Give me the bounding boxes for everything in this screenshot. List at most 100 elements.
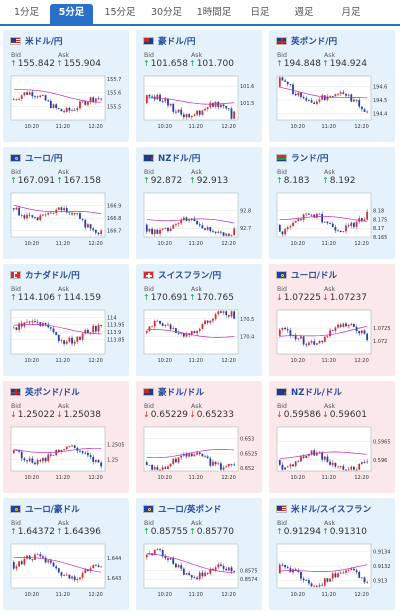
x-tick-label: 11:20	[321, 124, 335, 130]
ask-label: Ask	[324, 169, 336, 176]
currency-card[interactable]: スイスフラン/円 Bid Ask ↑170.691 ↑170.765 170.5 170.4…	[136, 264, 262, 376]
candle-body	[201, 454, 204, 457]
ask-value: 1.64396	[63, 527, 101, 537]
candlestick-chart[interactable]: 1.0725 1.072 10:20 11:20 12:20	[275, 308, 390, 366]
candle-body	[100, 98, 103, 100]
ask-quote: ↑167.158	[56, 176, 101, 186]
currency-card[interactable]: ユーロ/豪ドル Bid Ask ↑1.64372 ↑1.64396 1.644 1.643 1…	[3, 498, 129, 610]
pair-name[interactable]: ランド/円	[291, 154, 329, 164]
tab-7[interactable]: 週足	[294, 7, 314, 18]
candlestick-chart[interactable]: 92.8 92.7 10:20 11:20 12:20	[142, 191, 257, 249]
candlestick-chart[interactable]: 0.8575 0.8574 10:20 11:20 12:20	[142, 542, 257, 600]
candle-body	[63, 575, 65, 576]
pair-name[interactable]: カナダドル/円	[25, 271, 80, 281]
tab-2[interactable]: 5分足	[50, 4, 93, 26]
candle-body	[198, 224, 201, 226]
candlestick-chart[interactable]: 194.6 194.5 194.4 10:20 11:20 12:20	[275, 74, 390, 132]
tab-6[interactable]: 日足	[250, 7, 270, 18]
candle-body	[201, 225, 204, 229]
candlestick-chart[interactable]: 114 113.95 113.9 113.85 10:20 11:20 12:20	[9, 308, 124, 366]
candlestick-chart[interactable]: 0.653 0.6525 0.652 10:20 11:20 12:20	[142, 425, 257, 483]
pair-name[interactable]: 豪ドル/円	[158, 37, 196, 47]
candle-body	[185, 114, 188, 118]
tab-4[interactable]: 30分足	[150, 7, 183, 18]
candle-body	[28, 92, 31, 95]
tab-8[interactable]: 月足	[341, 7, 361, 18]
candlestick-chart[interactable]: 0.9134 0.9132 0.913 10:20 11:20 12:20	[275, 542, 390, 600]
candle-body	[286, 466, 289, 468]
currency-card[interactable]: ユーロ/ドル Bid Ask ↓1.07225 ↓1.07237 1.0725 1.072 1…	[269, 264, 395, 376]
currency-card[interactable]: ランド/円 Bid Ask ↑8.183 ↑8.192 8.18 8.175 8.17 8.16…	[269, 147, 395, 259]
currency-card[interactable]: カナダドル/円 Bid Ask ↑114.106 ↑114.159 114 113.95 11…	[3, 264, 129, 376]
candle-body	[87, 102, 89, 105]
candle-body	[145, 462, 148, 465]
candle-body	[358, 463, 361, 470]
pair-name[interactable]: NZドル/ドル	[291, 388, 342, 398]
candle-body	[331, 462, 334, 465]
candle-body	[185, 573, 188, 575]
candle-body	[148, 326, 151, 331]
candle-body	[363, 577, 366, 583]
candle-body	[358, 331, 361, 334]
x-tick-label: 12:20	[354, 241, 368, 247]
x-tick-label: 11:20	[321, 475, 335, 481]
candle-body	[331, 330, 334, 332]
currency-card[interactable]: 豪ドル/円 Bid Ask ↑101.658 ↑101.700 101.6 101.5 10:…	[136, 30, 262, 142]
pair-name[interactable]: 豪ドル/ドル	[158, 388, 205, 398]
candle-body	[225, 466, 228, 468]
candlestick-chart[interactable]: 166.9 166.8 166.7 10:20 11:20 12:20	[9, 191, 124, 249]
candlestick-chart[interactable]: 1.644 1.643 10:20 11:20 12:20	[9, 542, 124, 600]
x-tick-label: 11:20	[55, 475, 69, 481]
candle-body	[281, 564, 284, 566]
candle-body	[297, 570, 300, 572]
candle-body	[31, 559, 34, 561]
candlestick-chart[interactable]: 8.18 8.175 8.17 8.165 10:20 11:20 12:20	[275, 191, 390, 249]
plot-area	[276, 192, 372, 238]
pair-name[interactable]: ユーロ/豪ドル	[25, 505, 80, 515]
currency-card[interactable]: NZドル/ドル Bid Ask ↓0.59586 ↓0.59601 0.5965 0.596…	[269, 381, 395, 493]
candle-body	[284, 564, 286, 568]
pair-name[interactable]: 米ドル/スイスフラン	[291, 505, 372, 515]
currency-card[interactable]: 英ポンド/円 Bid Ask ↑194.848 ↑194.924 194.6 194.5 19…	[269, 30, 395, 142]
candle-body	[209, 320, 212, 323]
plot-area	[10, 192, 106, 238]
candle-body	[87, 569, 89, 572]
candle-body	[23, 458, 26, 461]
down-arrow-icon: ↓	[322, 410, 329, 419]
currency-card[interactable]: ユーロ/英ポンド Bid Ask ↑0.85755 ↑0.85770 0.8575 0.85…	[136, 498, 262, 610]
candle-body	[145, 554, 148, 558]
tab-5[interactable]: 1時間足	[196, 7, 232, 18]
candle-body	[342, 231, 345, 233]
bid-quote: ↑1.64372	[10, 527, 55, 537]
candlestick-chart[interactable]: 101.6 101.5 10:20 11:20 12:20	[142, 74, 257, 132]
pair-name[interactable]: ユーロ/ドル	[291, 271, 338, 281]
pair-name[interactable]: NZドル/円	[158, 154, 201, 164]
currency-card[interactable]: 米ドル/スイスフラン Bid Ask ↑0.91294 ↑0.91310 0.9134 0.…	[269, 498, 395, 610]
currency-card[interactable]: 豪ドル/ドル Bid Ask ↓0.65229 ↓0.65233 0.653 0.6525 0…	[136, 381, 262, 493]
candle-body	[167, 227, 169, 232]
candlestick-chart[interactable]: 170.5 170.4 10:20 11:20 12:20	[142, 308, 257, 366]
pair-name[interactable]: 英ポンド/円	[291, 37, 338, 47]
candlestick-chart[interactable]: 1.2505 1.25 10:20 11:20 12:20	[9, 425, 124, 483]
pair-name[interactable]: ユーロ/英ポンド	[158, 505, 222, 515]
candle-body	[89, 97, 92, 103]
currency-card[interactable]: ユーロ/円 Bid Ask ↑167.091 ↑167.158 166.9 166.8 166…	[3, 147, 129, 259]
currency-card[interactable]: 米ドル/円 Bid Ask ↑155.842 ↑155.904 155.7 155.6 155…	[3, 30, 129, 142]
plot-area	[10, 543, 106, 589]
candle-body	[345, 225, 347, 232]
currency-card[interactable]: 英ポンド/ドル Bid Ask ↓1.25022 ↓1.25038 1.2505 1.25 1…	[3, 381, 129, 493]
tab-3[interactable]: 15分足	[104, 7, 136, 18]
candlestick-chart[interactable]: 0.5965 0.596 10:20 11:20 12:20	[275, 425, 390, 483]
tab-1[interactable]: 1分足	[13, 7, 40, 18]
currency-card[interactable]: NZドル/円 Bid Ask ↑92.872 ↑92.913 92.8 92.7 10:20 1…	[136, 147, 262, 259]
card-header: 英ポンド/ドル	[10, 386, 80, 398]
pair-name[interactable]: ユーロ/円	[25, 154, 63, 164]
candlestick-chart[interactable]: 155.7 155.6 155.5 10:20 11:20 12:20	[9, 74, 124, 132]
pair-name[interactable]: 米ドル/円	[25, 37, 63, 47]
candle-body	[190, 575, 193, 578]
candle-body	[169, 463, 172, 467]
candle-body	[161, 549, 164, 557]
pair-name[interactable]: 英ポンド/ドル	[25, 388, 80, 398]
x-tick-label: 10:20	[290, 592, 304, 598]
pair-name[interactable]: スイスフラン/円	[158, 271, 222, 281]
